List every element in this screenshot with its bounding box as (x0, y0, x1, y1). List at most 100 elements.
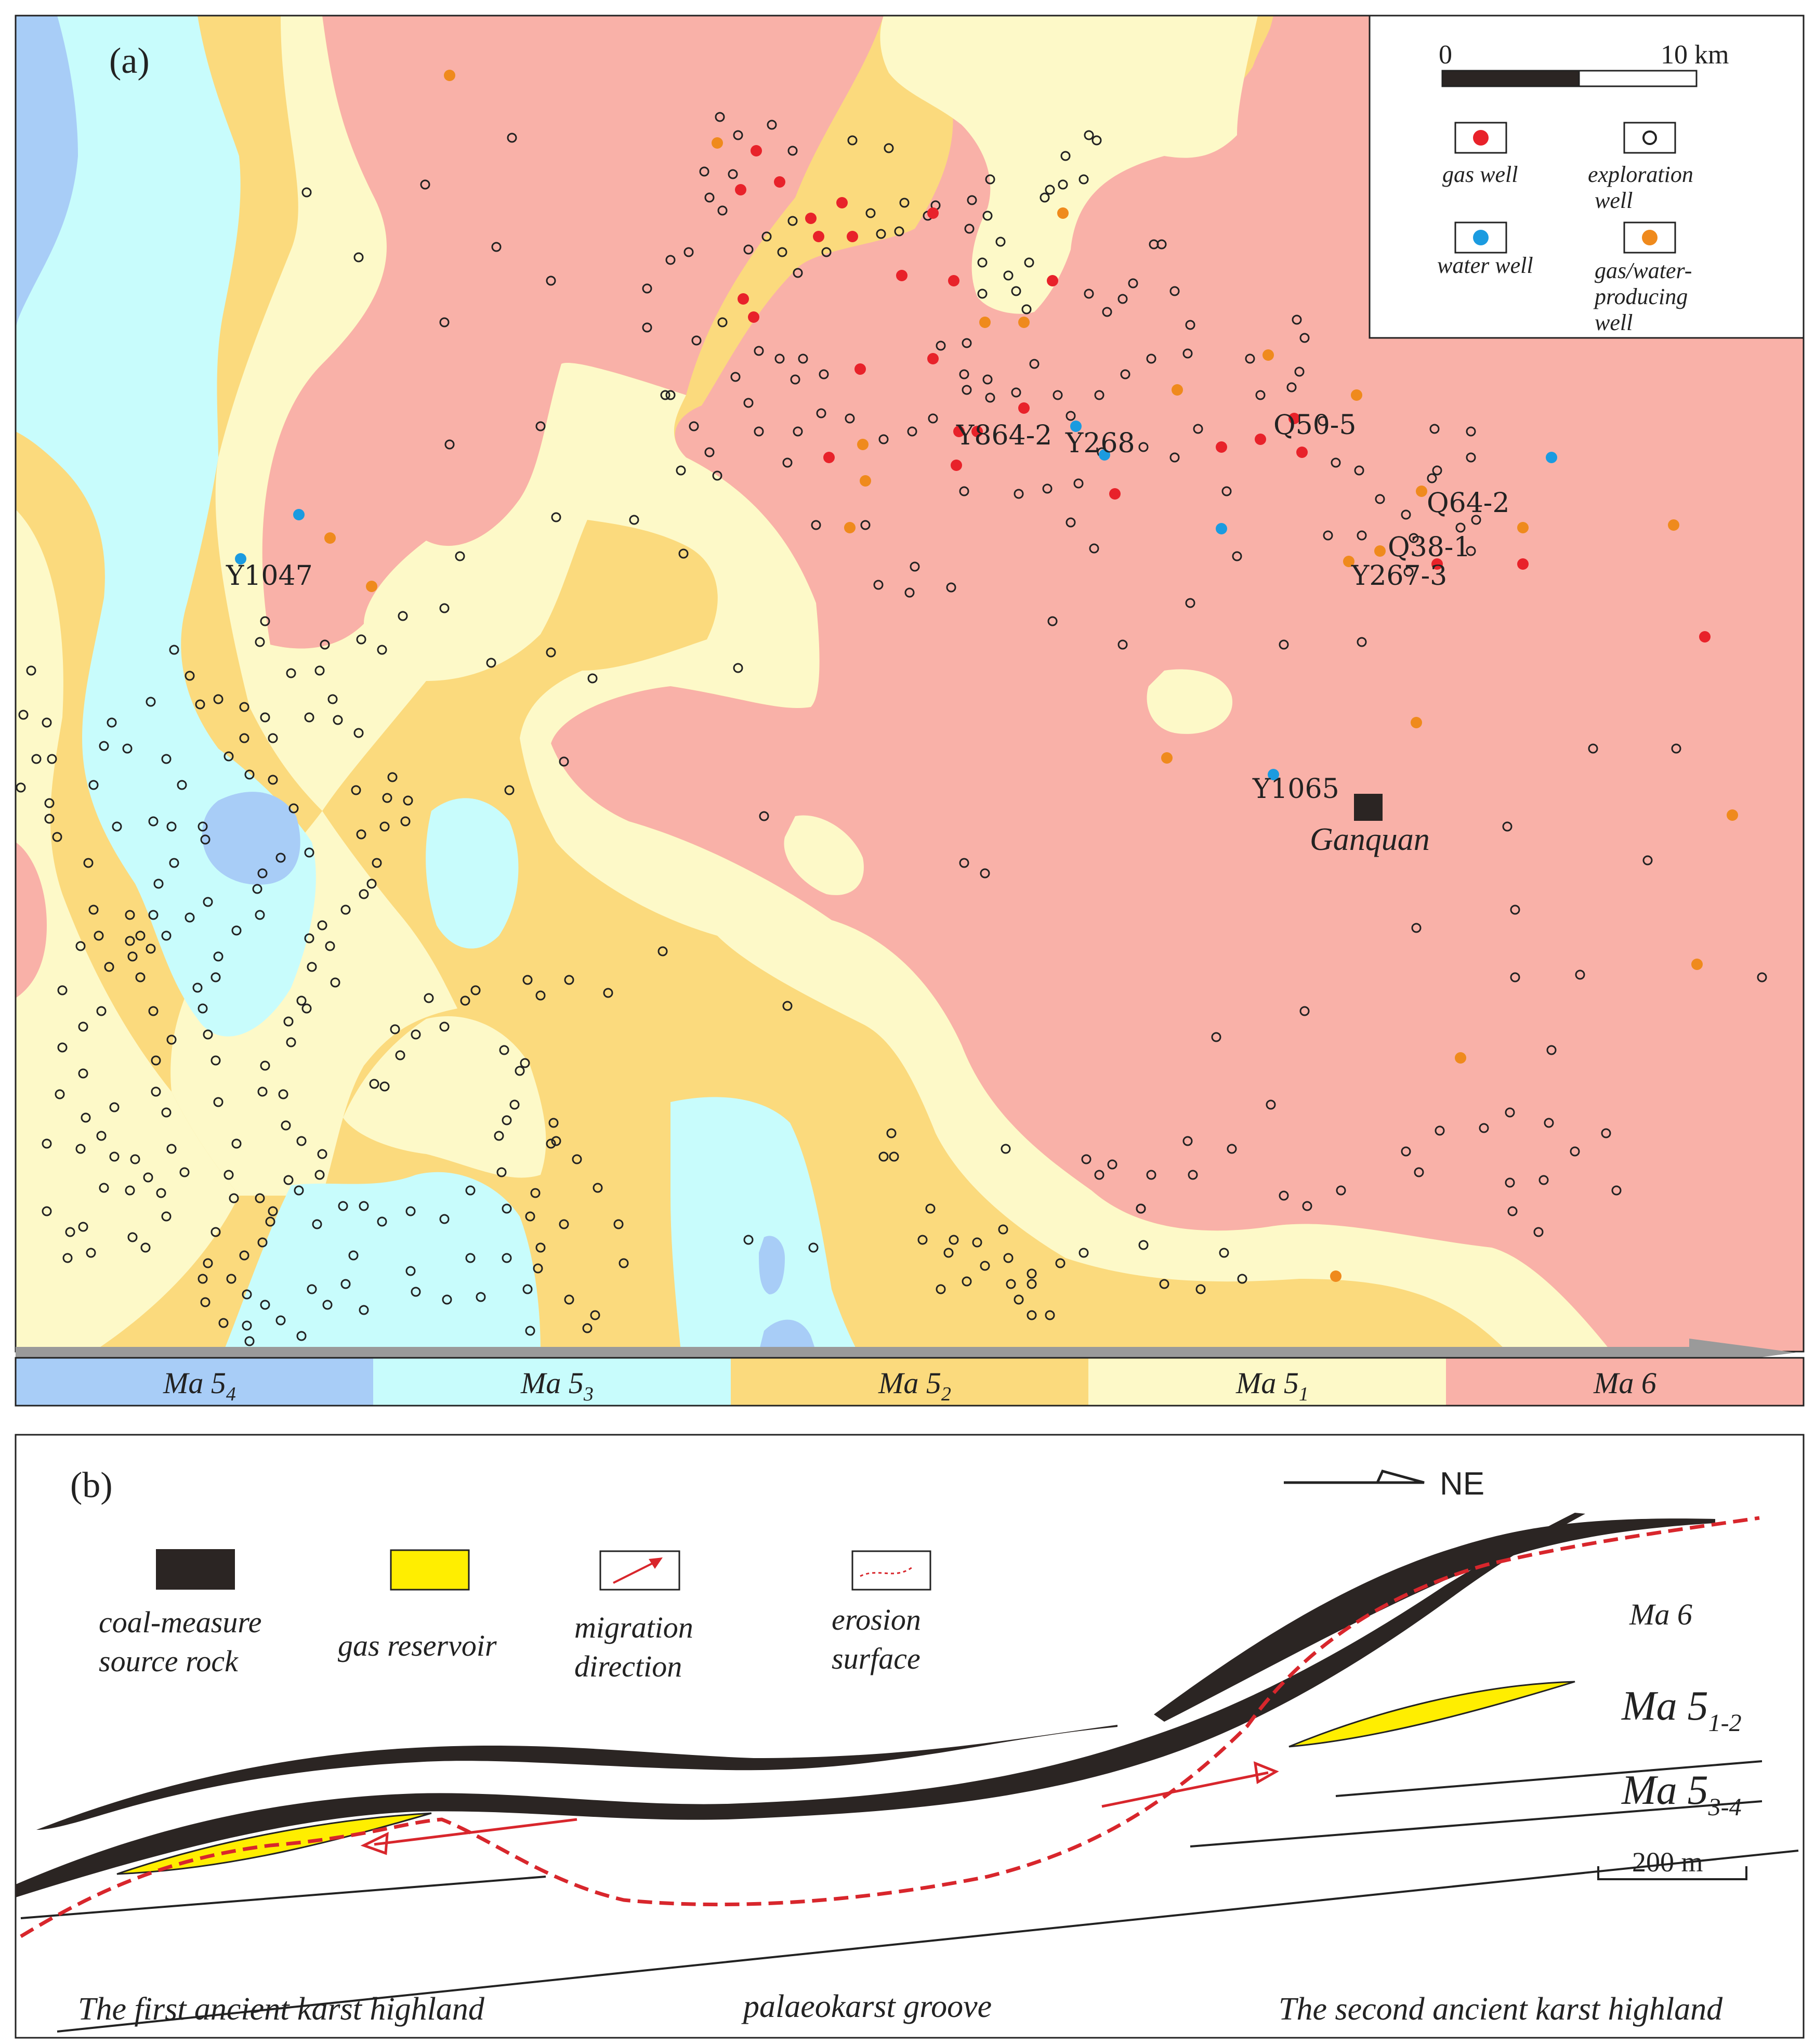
exploration-well-icon (1318, 416, 1328, 426)
exploration-well-icon (925, 1203, 936, 1214)
exploration-well-icon (1299, 1006, 1310, 1016)
exploration-well-icon (1757, 972, 1767, 982)
exploration-well-icon (548, 1118, 559, 1128)
exploration-well-icon (515, 1066, 525, 1076)
section-scale-bar (1597, 1866, 1747, 1880)
exploration-well-icon (330, 977, 340, 988)
exploration-well-icon (1507, 1206, 1518, 1216)
exploration-well-icon (1159, 1279, 1169, 1289)
exploration-well-icon (151, 1055, 161, 1066)
exploration-well-icon (546, 1138, 556, 1149)
exploration-well-icon (52, 832, 62, 842)
legend-erosion-icon (860, 1566, 913, 1577)
exploration-well-icon (774, 353, 785, 364)
exploration-well-icon (161, 1211, 172, 1222)
exploration-well-icon (886, 1128, 897, 1138)
exploration-well-icon (782, 457, 793, 468)
exploration-well-icon (1232, 551, 1242, 561)
exploration-well-icon (676, 465, 686, 476)
exploration-well-icon (47, 754, 57, 764)
exploration-well-icon (530, 1188, 541, 1198)
exploration-well-icon (185, 912, 195, 923)
exploration-well-icon (296, 995, 307, 1006)
gas-water-well-icon (1172, 384, 1183, 396)
exploration-well-icon (522, 975, 533, 985)
gas-water-well-icon (366, 581, 377, 592)
exploration-well-icon (1040, 192, 1050, 203)
exploration-well-icon (962, 385, 972, 395)
exploration-well-icon (1279, 1190, 1289, 1201)
exploration-well-icon (86, 1248, 96, 1258)
gas-well-icon (1288, 413, 1300, 424)
gas-well-icon (735, 184, 746, 195)
exploration-well-icon (1533, 1227, 1544, 1237)
strata-bar-cell (1446, 1358, 1804, 1406)
exploration-well-icon (1058, 179, 1068, 190)
exploration-well-icon (876, 229, 886, 239)
exploration-well-icon (1505, 1107, 1515, 1118)
exploration-well-icon (125, 910, 135, 920)
exploration-well-icon (42, 717, 52, 728)
exploration-well-icon (1195, 1284, 1206, 1294)
exploration-well-icon (213, 1097, 223, 1107)
exploration-well-icon (281, 1120, 291, 1131)
exploration-well-icon (127, 951, 138, 962)
exploration-well-icon (1027, 1279, 1037, 1289)
exploration-well-icon (502, 1203, 512, 1214)
exploration-well-icon (203, 897, 213, 907)
exploration-well-icon (275, 1315, 286, 1326)
exploration-well-icon (1544, 1118, 1554, 1128)
legend-exploration-line1: exploration (1588, 162, 1693, 187)
exploration-well-icon (1149, 239, 1159, 250)
exploration-well-icon (977, 257, 988, 268)
panel-a-map: (a) Y864-2 Y268 Q50-5 Q64-2 Q38-1 Y267-3… (15, 15, 1805, 1407)
exploration-well-icon (1219, 1248, 1229, 1258)
exploration-well-icon (353, 728, 364, 738)
exploration-well-icon (959, 858, 969, 868)
exploration-well-icon (333, 715, 343, 725)
exploration-well-icon (1014, 1294, 1024, 1305)
exploration-well-icon (377, 1216, 387, 1227)
exploration-well-icon (255, 1193, 265, 1203)
exploration-well-icon (619, 1258, 629, 1268)
exploration-well-icon (995, 237, 1006, 247)
exploration-well-icon (1136, 1203, 1146, 1214)
exploration-well-icon (1671, 743, 1681, 754)
exploration-well-icon (465, 1185, 476, 1196)
exploration-well-icon (146, 944, 156, 954)
gas-water-well-icon (1262, 349, 1274, 361)
exploration-well-icon (793, 426, 803, 437)
exploration-well-icon (405, 1266, 416, 1276)
exploration-well-icon (1601, 1128, 1611, 1138)
exploration-well-icon (808, 1242, 819, 1253)
exploration-well-icon (533, 1263, 543, 1274)
gas-water-well-icon (324, 532, 336, 544)
exploration-well-icon (179, 1167, 190, 1177)
exploration-well-icon (405, 1206, 416, 1216)
exploration-well-icon (161, 754, 172, 764)
exploration-well-icon (366, 879, 377, 889)
exploration-well-icon (717, 317, 728, 327)
exploration-well-icon (304, 933, 314, 944)
exploration-well-icon (1081, 1154, 1091, 1164)
section-frame (15, 1434, 1805, 2039)
exploration-well-icon (146, 697, 156, 707)
exploration-well-icon (520, 1058, 530, 1068)
exploration-well-icon (522, 1284, 533, 1294)
exploration-well-icon (642, 322, 652, 333)
exploration-well-icon (200, 834, 211, 845)
exploration-well-icon (203, 1029, 213, 1040)
exploration-well-icon (689, 421, 699, 431)
exploration-well-icon (62, 1253, 73, 1263)
legend-gw-line1: gas/water- (1595, 258, 1692, 283)
exploration-well-icon (525, 1211, 535, 1222)
strata-bar-label: Ma 53 (520, 1366, 594, 1405)
exploration-well-icon (403, 795, 413, 806)
exploration-well-icon (1466, 426, 1476, 437)
exploration-well-icon (1045, 1310, 1055, 1320)
exploration-well-icon (564, 975, 574, 985)
exploration-well-icon (1642, 855, 1653, 866)
exploration-well-icon (998, 1224, 1008, 1235)
exploration-well-icon (1120, 369, 1130, 379)
